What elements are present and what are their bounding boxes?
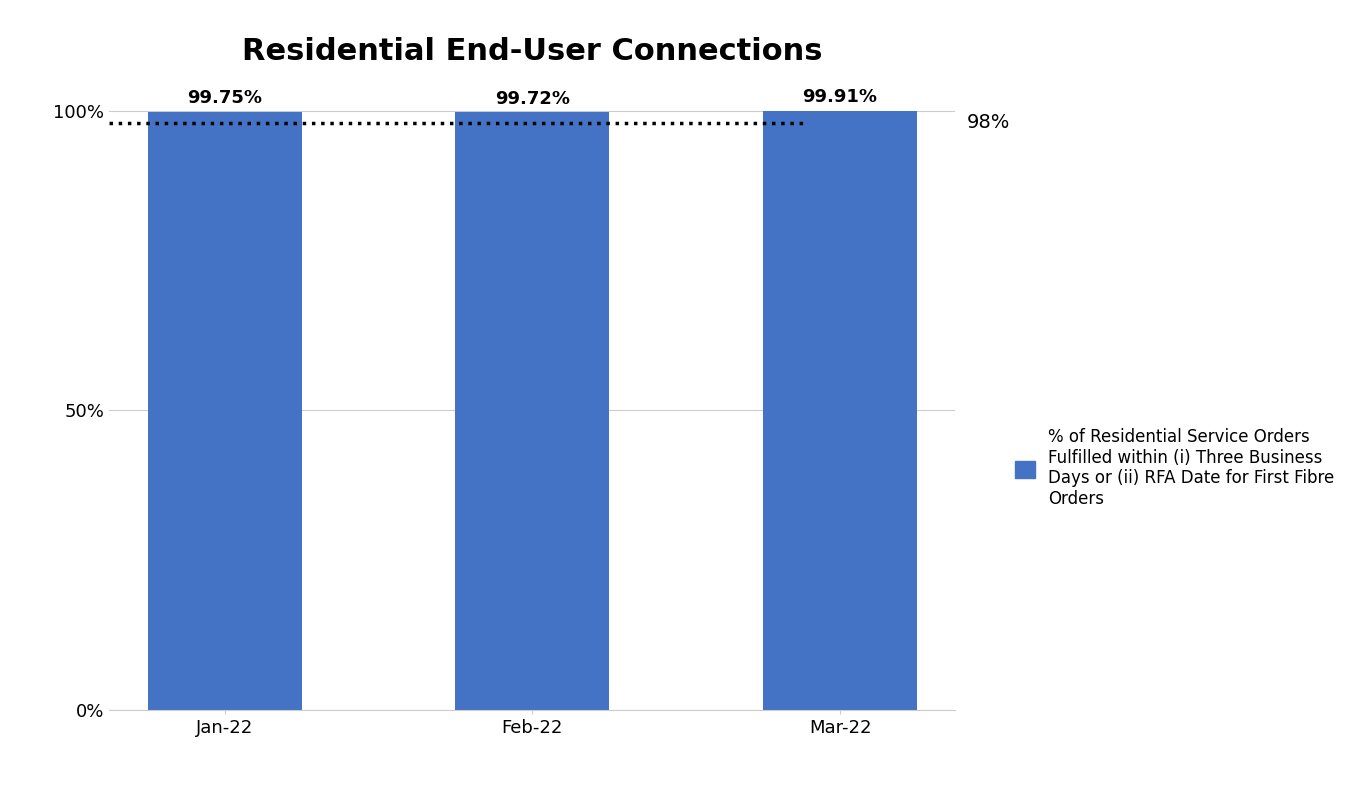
Text: 98%: 98% — [966, 113, 1010, 132]
Bar — [456, 112, 609, 710]
Bar — [147, 112, 302, 710]
Legend: % of Residential Service Orders
Fulfilled within (i) Three Business
Days or (ii): % of Residential Service Orders Fulfille… — [1007, 420, 1343, 516]
Text: 99.75%: 99.75% — [187, 90, 262, 107]
Text: 99.72%: 99.72% — [495, 90, 569, 107]
Text: 99.91%: 99.91% — [803, 89, 878, 107]
Title: Residential End-User Connections: Residential End-User Connections — [242, 37, 823, 66]
Bar — [763, 111, 917, 710]
